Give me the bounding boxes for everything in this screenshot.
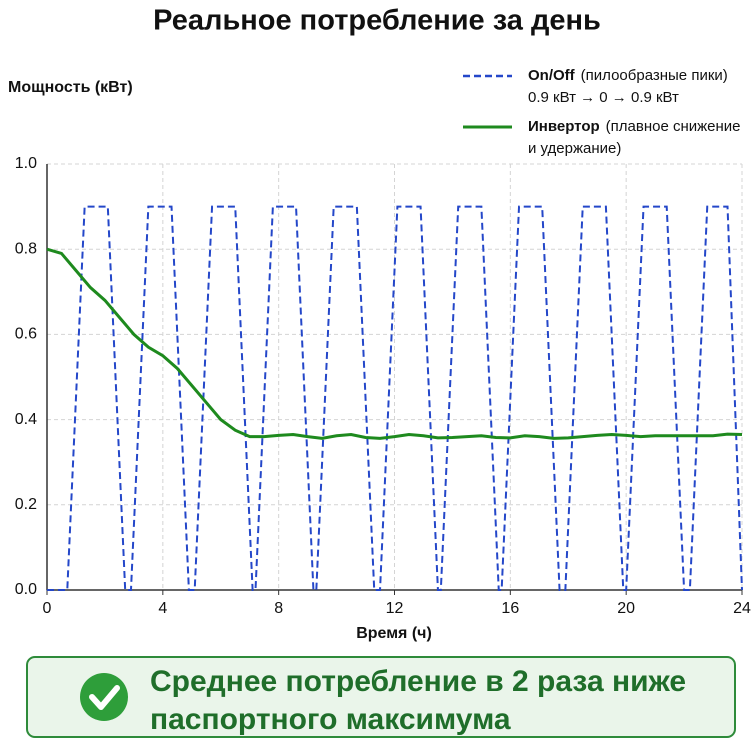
y-tick-label: 0.4 [15,411,37,428]
series-line [46,247,743,440]
legend-note: (пилообразные пики) [581,67,728,84]
x-axis-label: Время (ч) [356,625,432,642]
callout-text: паспортного максимума [150,703,511,736]
legend-note: (плавное снижение [606,118,741,135]
chart-title: Реальное потребление за день [153,5,601,37]
x-tick-label: 4 [158,600,167,617]
callout-box [26,656,736,738]
x-tick-label: 12 [386,600,404,617]
x-tick-label: 8 [274,600,283,617]
legend-note: 0.9 кВт → 0 → 0.9 кВт [528,89,679,106]
legend-name: On/Off [528,67,576,84]
series-line [47,205,743,591]
y-tick-label: 1.0 [15,155,37,172]
x-tick-label: 24 [733,600,751,617]
x-tick-label: 16 [501,600,519,617]
legend-label: On/Off (пилообразные пики) [528,67,728,84]
x-tick-label: 0 [43,600,52,617]
y-tick-label: 0.8 [15,240,37,257]
x-tick-label: 20 [617,600,635,617]
y-tick-label: 0.2 [15,496,37,513]
check-icon [80,673,128,721]
callout-text: Среднее потребление в 2 раза ниже [150,665,686,698]
legend-name: Инвертор [528,118,600,135]
y-tick-label: 0.6 [15,326,37,343]
y-tick-label: 0.0 [15,581,37,598]
legend-note: и удержание) [528,140,621,157]
legend-label: Инвертор (плавное снижение [528,118,741,135]
check-mark [89,685,120,710]
y-axis-label: Мощность (кВт) [8,79,133,96]
